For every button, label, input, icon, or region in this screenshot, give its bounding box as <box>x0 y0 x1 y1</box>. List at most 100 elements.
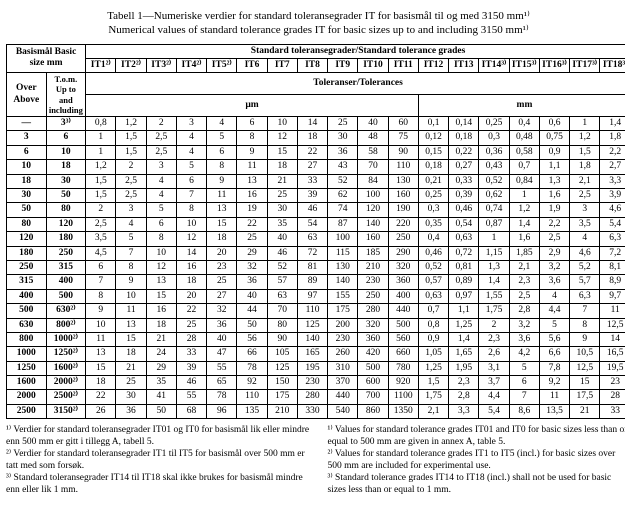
cell-val: 0,63 <box>418 289 448 303</box>
cell-val: 0,54 <box>449 217 479 231</box>
cell-val: 2,8 <box>509 304 539 318</box>
cell-val: 0,89 <box>449 275 479 289</box>
cell-val: 1,05 <box>418 347 448 361</box>
cell-val: 2,9 <box>539 246 569 260</box>
cell-to: 400 <box>46 275 86 289</box>
cell-val: 66 <box>237 347 267 361</box>
cell-over: 2000 <box>7 390 47 404</box>
cell-val: 28 <box>176 332 206 346</box>
cell-val: 10 <box>116 289 146 303</box>
cell-val: 140 <box>328 275 358 289</box>
cell-val: 2,3 <box>509 275 539 289</box>
cell-val: 540 <box>328 404 358 418</box>
cell-val: 400 <box>388 289 418 303</box>
cell-val: 10 <box>267 117 297 131</box>
cell-val: 21 <box>570 404 600 418</box>
table-row: 3611,52,545812183048750,120,180,30,480,7… <box>7 131 625 145</box>
cell-val: 110 <box>297 304 327 318</box>
cell-val: 230 <box>297 376 327 390</box>
cell-val: 28 <box>600 390 625 404</box>
fn-left-2: ²⁾ Verdier for standard toleransegrader … <box>6 449 310 473</box>
cell-val: 36 <box>237 275 267 289</box>
cell-val: 0,27 <box>449 160 479 174</box>
cell-val: 125 <box>267 361 297 375</box>
cell-over: 30 <box>7 188 47 202</box>
cell-val: 11 <box>86 332 116 346</box>
hdr-grade-10: IT11 <box>388 58 418 72</box>
cell-val: 0,63 <box>449 232 479 246</box>
table-row: 630800²⁾101318253650801252003205000,81,2… <box>7 318 625 332</box>
cell-to: 315 <box>46 260 86 274</box>
cell-val: 3,9 <box>600 188 625 202</box>
table-body: —3³⁾0,81,2234610142540600,10,140,250,40,… <box>7 117 625 419</box>
cell-val: 1,65 <box>449 347 479 361</box>
cell-val: 12 <box>267 131 297 145</box>
cell-val: 74 <box>328 203 358 217</box>
cell-val: 3,5 <box>86 232 116 246</box>
cell-val: 120 <box>358 203 388 217</box>
cell-val: 27 <box>297 160 327 174</box>
cell-val: 0,8 <box>86 117 116 131</box>
cell-val: 1,75 <box>479 304 509 318</box>
footnotes: ¹⁾ Verdier for standard toleransegrader … <box>6 425 625 496</box>
cell-val: 14 <box>297 117 327 131</box>
cell-val: 15 <box>207 217 237 231</box>
cell-val: 500 <box>358 361 388 375</box>
cell-val: 54 <box>297 217 327 231</box>
cell-to: 120 <box>46 217 86 231</box>
cell-val: 9 <box>86 304 116 318</box>
cell-val: 2 <box>86 203 116 217</box>
cell-val: 2,5 <box>86 217 116 231</box>
cell-val: 1,5 <box>86 174 116 188</box>
cell-val: 11 <box>116 304 146 318</box>
cell-val: 2,3 <box>449 376 479 390</box>
cell-val: 0,75 <box>539 131 569 145</box>
table-header: Basismål Basic size mm Standard tolerans… <box>7 44 625 117</box>
cell-val: 155 <box>328 289 358 303</box>
cell-val: 2,5 <box>146 145 176 159</box>
cell-val: 32 <box>207 304 237 318</box>
cell-val: 5,7 <box>570 275 600 289</box>
cell-val: 3 <box>146 160 176 174</box>
table-row: 12501600²⁾1521293955781251953105007801,2… <box>7 361 625 375</box>
cell-val: 25 <box>116 376 146 390</box>
cell-val: 18 <box>207 232 237 246</box>
cell-val: 25 <box>207 275 237 289</box>
cell-val: 9,7 <box>600 289 625 303</box>
cell-val: 2,1 <box>570 174 600 188</box>
cell-val: 0,43 <box>479 160 509 174</box>
cell-val: 1,5 <box>86 188 116 202</box>
cell-val: 8 <box>570 318 600 332</box>
cell-val: 6 <box>207 145 237 159</box>
cell-val: 40 <box>267 232 297 246</box>
cell-val: 13 <box>116 318 146 332</box>
cell-val: 57 <box>267 275 297 289</box>
hdr-grade-8: IT9 <box>328 58 358 72</box>
cell-val: 320 <box>358 318 388 332</box>
cell-val: 5 <box>176 160 206 174</box>
cell-val: 36 <box>328 145 358 159</box>
cell-val: 4 <box>176 145 206 159</box>
cell-val: 4 <box>146 174 176 188</box>
cell-val: 175 <box>267 390 297 404</box>
cell-val: 330 <box>297 404 327 418</box>
hdr-grades: Standard toleransegrader/Standard tolera… <box>86 44 625 58</box>
cell-val: 46 <box>176 376 206 390</box>
cell-val: 360 <box>388 275 418 289</box>
cell-val: 6,3 <box>600 232 625 246</box>
footnotes-right: ¹⁾ Values for standard tolerance grades … <box>328 425 625 496</box>
cell-val: 1 <box>86 131 116 145</box>
cell-to: 80 <box>46 203 86 217</box>
cell-val: 72 <box>297 246 327 260</box>
cell-val: 24 <box>146 347 176 361</box>
cell-val: 5,2 <box>570 260 600 274</box>
cell-to: 2500²⁾ <box>46 390 86 404</box>
cell-val: 4,4 <box>479 390 509 404</box>
table-row: 10001250²⁾1318243347661051652604206601,0… <box>7 347 625 361</box>
cell-val: 89 <box>297 275 327 289</box>
cell-val: 2,5 <box>116 174 146 188</box>
table-row: 61011,52,546915223658900,150,220,360,580… <box>7 145 625 159</box>
cell-val: 0,74 <box>479 203 509 217</box>
cell-val: 15 <box>146 289 176 303</box>
cell-to: 500 <box>46 289 86 303</box>
